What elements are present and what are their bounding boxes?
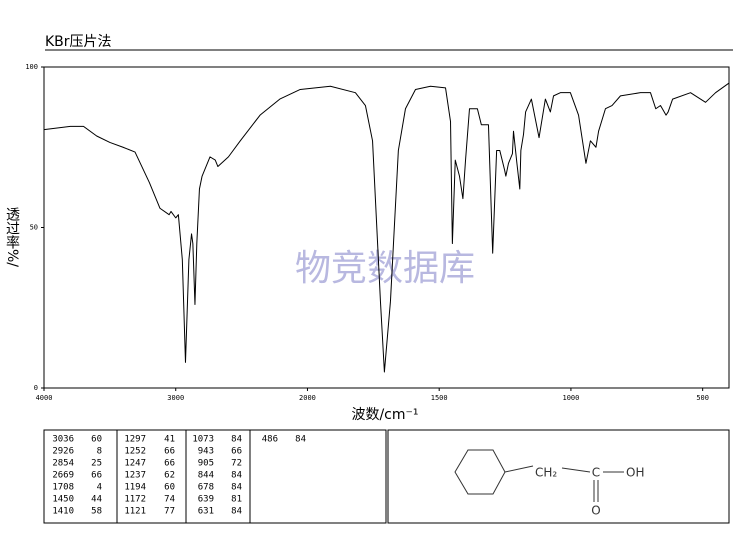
peak-cell: 66 (231, 447, 242, 457)
peak-cell: 74 (164, 495, 175, 505)
peak-cell: 1121 (124, 507, 146, 517)
peak-cell: 66 (91, 471, 102, 481)
atom-label: O (591, 504, 600, 518)
peak-cell: 1237 (124, 471, 146, 481)
x-tick-label: 500 (696, 394, 709, 402)
peak-cell: 2854 (52, 459, 74, 469)
spectrum-line (43, 82, 730, 373)
y-axis-label: 透过率%/ (4, 207, 20, 267)
peak-cell: 2669 (52, 471, 74, 481)
structure-frame (387, 429, 730, 524)
peak-cell: 3036 (52, 435, 74, 445)
peak-cell: 81 (231, 495, 242, 505)
peak-cell: 62 (164, 471, 175, 481)
peak-cell: 58 (91, 507, 102, 517)
peak-cell: 60 (164, 483, 175, 493)
y-tick-label: 50 (30, 224, 38, 232)
atom-label: CH₂ (535, 466, 557, 480)
x-tick-label: 1000 (562, 394, 579, 402)
peak-cell: 1247 (124, 459, 146, 469)
peak-cell: 844 (198, 471, 214, 481)
peak-cell: 84 (231, 483, 242, 493)
atom-label: C (592, 466, 600, 480)
x-tick-label: 4000 (36, 394, 53, 402)
peak-cell: 943 (198, 447, 214, 457)
peak-table-frame (43, 429, 387, 524)
x-axis-label: 波数/cm⁻¹ (351, 407, 418, 423)
peak-cell: 1194 (124, 483, 146, 493)
peak-cell: 72 (231, 459, 242, 469)
peak-cell: 25 (91, 459, 102, 469)
x-tick-label: 3000 (167, 394, 184, 402)
peak-cell: 905 (198, 459, 214, 469)
peak-cell: 1708 (52, 483, 74, 493)
peak-cell: 44 (91, 495, 102, 505)
peak-cell: 1450 (52, 495, 74, 505)
peak-cell: 631 (198, 507, 214, 517)
peak-cell: 4 (97, 483, 102, 493)
peak-cell: 66 (164, 459, 175, 469)
bond (504, 465, 534, 473)
peak-cell: 84 (295, 435, 306, 445)
peak-cell: 639 (198, 495, 214, 505)
peak-cell: 60 (91, 435, 102, 445)
cyclohexane-ring (454, 449, 506, 495)
peak-cell: 66 (164, 447, 175, 457)
x-tick-label: 1500 (431, 394, 448, 402)
watermark: 物竞数据库 (295, 248, 475, 289)
peak-cell: 84 (231, 471, 242, 481)
bond (561, 467, 591, 473)
peak-cell: 1172 (124, 495, 146, 505)
peak-cell: 1252 (124, 447, 146, 457)
peak-cell: 1297 (124, 435, 146, 445)
peak-cell: 486 (262, 435, 278, 445)
y-tick-label: 0 (34, 384, 38, 392)
chart-title: KBr压片法 (45, 34, 112, 50)
plot-frame (43, 66, 730, 389)
peak-cell: 84 (231, 507, 242, 517)
peak-cell: 1410 (52, 507, 74, 517)
peak-cell: 2926 (52, 447, 74, 457)
peak-cell: 77 (164, 507, 175, 517)
peak-cell: 678 (198, 483, 214, 493)
peak-cell: 1073 (192, 435, 214, 445)
peak-cell: 41 (164, 435, 175, 445)
x-tick-label: 2000 (299, 394, 316, 402)
atom-label: OH (626, 466, 644, 480)
y-tick-label: 100 (25, 63, 38, 71)
peak-cell: 84 (231, 435, 242, 445)
peak-cell: 8 (97, 447, 102, 457)
